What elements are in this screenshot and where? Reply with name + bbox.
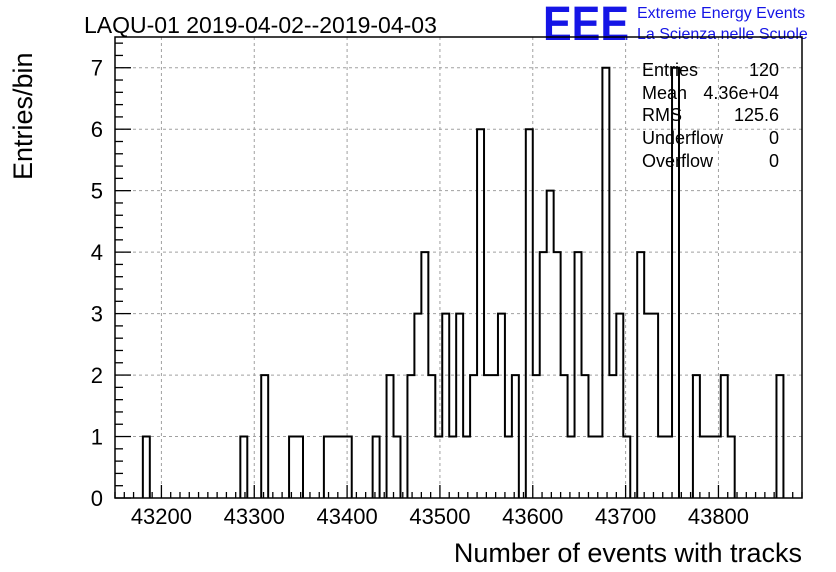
histogram-bin [324,437,331,498]
histogram-bin [582,375,589,498]
stats-rms-value: 125.6 [734,105,779,125]
histogram-bin [526,129,533,498]
histogram-bin [707,437,714,498]
stats-entries-label: Entries [642,60,698,80]
y-tick-label: 3 [91,302,103,327]
histogram-bin [575,252,582,498]
y-tick-label: 7 [91,56,103,81]
histogram-bin [512,375,519,498]
histogram-bin [240,437,247,498]
histogram-bin [449,437,456,498]
histogram-bin [644,314,651,498]
histogram-bin [498,314,505,498]
histogram-bin [394,437,401,498]
histogram-bin [616,314,623,498]
y-tick-label: 6 [91,117,103,142]
chart-title: LAQU-01 2019-04-02--2019-04-03 [84,12,437,38]
stats-mean-label: Mean [642,83,687,103]
histogram-bin [428,375,435,498]
stats-mean-value: 4.36e+04 [703,83,779,103]
histogram-bin [463,437,470,498]
histogram-bin [407,375,414,498]
histogram-bin [505,437,512,498]
histogram-bin [331,437,338,498]
y-axis-label: Entries/bin [8,52,38,180]
x-tick-label: 43400 [317,504,378,529]
x-tick-label: 43600 [502,504,563,529]
y-tick-labels: 0 1 2 3 4 5 6 7 [91,56,103,511]
eee-logo: EEE Extreme Energy Events La Scienza nel… [543,0,808,51]
histogram-bin [442,314,449,498]
histogram-bin [609,375,616,498]
stats-rms-label: RMS [642,105,682,125]
y-tick-label: 4 [91,240,103,265]
histogram-bin [568,437,575,498]
histogram-bin [289,437,296,498]
histogram-bin [776,375,783,498]
histogram-bin [714,437,721,498]
histogram-bin [547,191,554,498]
histogram-bin [658,437,665,498]
grid-lines [115,37,802,498]
histogram-bin [665,437,672,498]
axes [114,36,803,499]
logo-line-1: Extreme Energy Events [637,5,805,22]
histogram-bin [435,437,442,498]
histogram-bin [651,314,658,498]
x-tick-label: 43300 [224,504,285,529]
stats-box: Entries 120 Mean 4.36e+04 RMS 125.6 Unde… [642,60,779,171]
histogram-bin [296,437,303,498]
histogram-bin [456,314,463,498]
histogram-bin [414,314,421,498]
y-tick-label: 1 [91,425,103,450]
histogram-bin [595,437,602,498]
stats-underflow-value: 0 [769,128,779,148]
stats-overflow-value: 0 [769,151,779,171]
x-tick-labels: 43200 43300 43400 43500 43600 43700 43800 [131,504,749,529]
histogram-bin [373,437,380,498]
histogram-bin [637,252,644,498]
histogram-bin [484,375,491,498]
x-tick-label: 43200 [131,504,192,529]
histogram-bin [421,252,428,498]
histogram-bin [345,437,352,498]
histogram-bin [693,375,700,498]
histogram-bars [141,66,785,498]
logo-line-2: La Scienza nelle Scuole [637,26,808,43]
histogram-bin [338,437,345,498]
histogram-bin [261,375,268,498]
histogram-bin [700,437,707,498]
histogram-bin [728,437,735,498]
x-tick-label: 43800 [688,504,749,529]
histogram-bin [561,375,568,498]
histogram-bin [477,129,484,498]
histogram-bin [623,437,630,498]
y-tick-label: 5 [91,179,103,204]
x-tick-label: 43500 [409,504,470,529]
y-tick-label: 2 [91,363,103,388]
stats-overflow-label: Overflow [642,151,714,171]
histogram-bin [387,375,394,498]
x-axis-label: Number of events with tracks [454,538,802,568]
histogram-bin [588,437,595,498]
histogram-bin [143,437,150,498]
logo-mark: EEE [543,0,629,51]
y-tick-label: 0 [91,486,103,511]
histogram-bin [491,375,498,498]
histogram-bin [554,252,561,498]
x-tick-label: 43700 [595,504,656,529]
histogram-outline [141,66,785,498]
stats-underflow-label: Underflow [642,128,724,148]
stats-entries-value: 120 [749,60,779,80]
histogram-bin [602,68,609,498]
histogram-bin [533,375,540,498]
histogram-bin [540,252,547,498]
histogram-bin [470,375,477,498]
histogram-bin [721,375,728,498]
